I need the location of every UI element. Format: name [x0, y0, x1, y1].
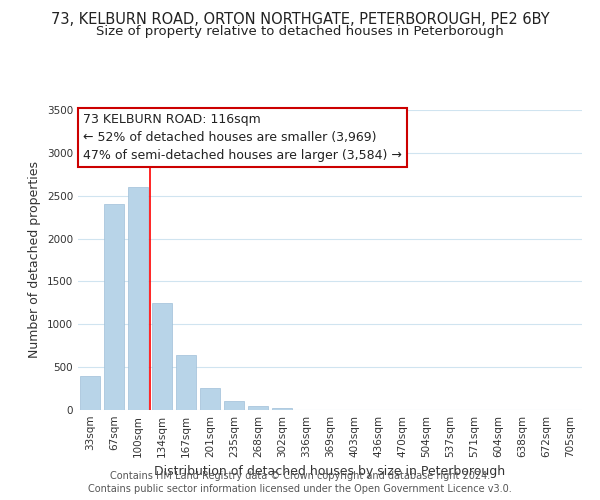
Text: 73 KELBURN ROAD: 116sqm
← 52% of detached houses are smaller (3,969)
47% of semi: 73 KELBURN ROAD: 116sqm ← 52% of detache… [83, 113, 402, 162]
Bar [80, 376, 100, 410]
Bar [176, 355, 196, 410]
Text: Contains public sector information licensed under the Open Government Licence v3: Contains public sector information licen… [88, 484, 512, 494]
Text: Size of property relative to detached houses in Peterborough: Size of property relative to detached ho… [96, 25, 504, 38]
Bar [224, 402, 244, 410]
Bar [272, 408, 292, 410]
X-axis label: Distribution of detached houses by size in Peterborough: Distribution of detached houses by size … [154, 466, 506, 478]
Text: 73, KELBURN ROAD, ORTON NORTHGATE, PETERBOROUGH, PE2 6BY: 73, KELBURN ROAD, ORTON NORTHGATE, PETER… [50, 12, 550, 28]
Bar [104, 204, 124, 410]
Bar [248, 406, 268, 410]
Bar [152, 303, 172, 410]
Bar [200, 388, 220, 410]
Text: Contains HM Land Registry data © Crown copyright and database right 2024.: Contains HM Land Registry data © Crown c… [110, 471, 490, 481]
Y-axis label: Number of detached properties: Number of detached properties [28, 162, 41, 358]
Bar [128, 187, 148, 410]
